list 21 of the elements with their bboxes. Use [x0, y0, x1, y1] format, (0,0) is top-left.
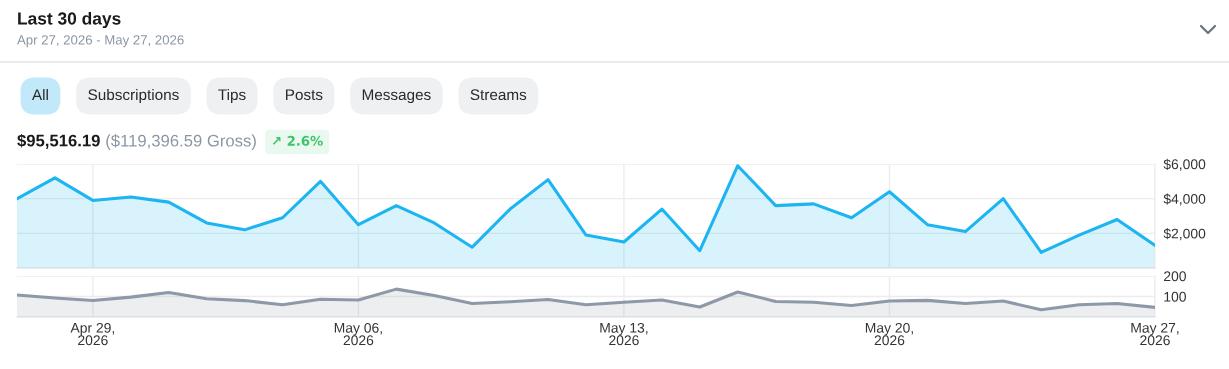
y-tick-label: $4,000 [1163, 193, 1206, 206]
y-tick-label: 200 [1164, 271, 1186, 282]
text: Streams [470, 89, 527, 101]
x-tick-label: Apr 29, 2026 [70, 322, 115, 346]
text: Messages [362, 89, 431, 104]
text: ($119,396.59 Gross) [106, 134, 256, 150]
text: ↗ 2.6% [272, 135, 323, 146]
text: $95,516.19 [17, 133, 100, 149]
y-tick-label: 100 [1164, 291, 1186, 302]
text: All [31, 88, 48, 100]
x-tick-label: May 13, 2026 [600, 322, 648, 346]
x-tick-label: May 27, 2026 [1131, 322, 1179, 346]
x-tick-label: May 06, 2026 [334, 322, 382, 346]
x-tick-label: May 20, 2026 [865, 322, 913, 346]
y-tick-label: $2,000 [1163, 228, 1206, 241]
text: Posts [286, 89, 323, 101]
y-tick-label: $6,000 [1163, 158, 1206, 171]
chart-title: Last 30 days [18, 11, 121, 29]
text: Subscriptions [88, 88, 179, 104]
text: Tips [218, 88, 246, 104]
chart-subtitle: Apr 27, 2026 - May 27, 2026 [17, 35, 184, 48]
